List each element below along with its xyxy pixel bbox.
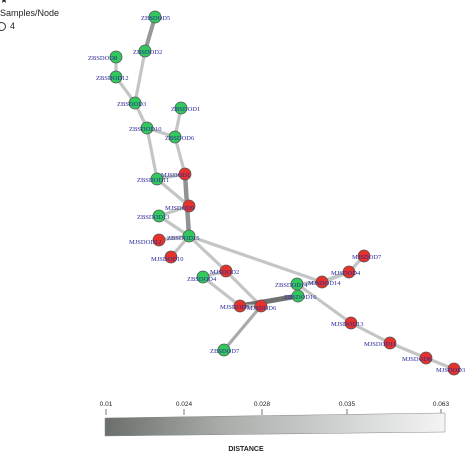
node-zbsdd4[interactable] bbox=[196, 270, 210, 284]
legend-title: Samples/Node bbox=[0, 8, 60, 18]
node-label-zbsdd3: ZBSDOD3 bbox=[117, 101, 146, 108]
edge-mjsdd2-mjsdd6 bbox=[224, 269, 263, 308]
node-zbsdd10[interactable] bbox=[140, 121, 154, 135]
node-label-zbsdd6: ZBSDOD6 bbox=[165, 135, 195, 142]
node-zbsdd7[interactable] bbox=[217, 343, 231, 357]
node-label-zbsdd14: ZBSDOD14 bbox=[275, 282, 308, 289]
node-label-mjsdd12: MJSDOD12 bbox=[129, 239, 162, 246]
size-legend: ★ Samples/Node 4 bbox=[0, 0, 59, 33]
distance-axis-label: DISTANCE bbox=[228, 446, 264, 453]
node-zbsdd2[interactable] bbox=[138, 44, 152, 58]
node-label-mjsdd1: MJSDOD1 bbox=[161, 172, 190, 179]
node-zbsdd13[interactable] bbox=[152, 209, 166, 223]
node-mjsdd13[interactable] bbox=[344, 316, 358, 330]
node-zbsdd5[interactable] bbox=[148, 10, 162, 24]
node-mjsdd3[interactable] bbox=[447, 362, 461, 376]
edge-mjsdd5-zbsdd16 bbox=[237, 293, 301, 309]
node-mjsdd8[interactable] bbox=[419, 351, 433, 365]
edge-zbsdd15-mjsdd2 bbox=[187, 234, 228, 273]
node-label-mjsdd11: MJSDOD11 bbox=[364, 341, 396, 348]
node-mjsdd7[interactable] bbox=[357, 249, 371, 263]
node-zbsdd1[interactable] bbox=[174, 101, 188, 115]
node-label-zbsdd10: ZBSDOD10 bbox=[129, 126, 162, 133]
node-label-zbsdd5: ZBSDOD5 bbox=[141, 15, 170, 22]
node-label-zbsdd11: ZBSDOD11 bbox=[137, 177, 169, 184]
node-label-mjsdd10: MJSDOD10 bbox=[151, 256, 184, 263]
star-icon: ★ bbox=[0, 0, 9, 5]
labels-layer: ZBSDOD5 ZBSDOD2 ZBSDOD8 ZBSDOD12 ZBSDOD3 ZBSD… bbox=[88, 15, 465, 374]
legend-size-row: 4 bbox=[0, 20, 59, 33]
scale-tick-label: 0.035 bbox=[339, 401, 356, 408]
node-label-zbsdd1: ZBSDOD1 bbox=[171, 106, 200, 113]
node-label-mjsdd6: MJSDOD6 bbox=[247, 305, 277, 312]
node-mjsdd1[interactable] bbox=[178, 167, 192, 181]
scale-tick-label: 0.028 bbox=[254, 401, 271, 408]
legend-star-row: ★ bbox=[0, 0, 59, 7]
node-mjsdd2[interactable] bbox=[219, 264, 233, 278]
edge-zbsdd10-zbsdd11 bbox=[145, 126, 159, 181]
node-zbsdd8[interactable] bbox=[109, 50, 123, 64]
node-label-mjsdd9: MJSDOD9 bbox=[165, 205, 194, 212]
node-label-zbsdd15: ZBSDOD15 bbox=[167, 235, 200, 242]
scale-tick-label: 0.01 bbox=[100, 401, 113, 408]
scale-ticks: 0.01 0.024 0.028 0.035 0.063 bbox=[100, 401, 450, 415]
node-size-circle-icon bbox=[0, 22, 6, 32]
node-mjsdd12[interactable] bbox=[152, 233, 166, 247]
node-mjsdd9[interactable] bbox=[182, 199, 196, 213]
edge-zbsdd15-mjsdd14 bbox=[187, 234, 324, 284]
edge-mjsdd6-zbsdd7 bbox=[222, 304, 263, 352]
edge-zbsdd4-mjsdd5 bbox=[201, 275, 242, 308]
node-label-mjsdd5: MJSDOD5 bbox=[220, 304, 249, 311]
node-label-mjsdd2: MJSDOD2 bbox=[210, 269, 239, 276]
node-label-mjsdd14: MJSDOD14 bbox=[308, 280, 341, 287]
edge-mjsdd13-mjsdd11 bbox=[349, 321, 392, 345]
node-label-mjsdd8: MJSDOD8 bbox=[402, 356, 431, 363]
node-label-mjsdd13: MJSDOD13 bbox=[331, 321, 364, 328]
node-mjsdd6[interactable] bbox=[254, 299, 268, 313]
node-mjsdd14[interactable] bbox=[315, 275, 329, 289]
edge-zbsdd11-mjsdd9 bbox=[155, 177, 191, 208]
scale-tick-label: 0.063 bbox=[433, 401, 450, 408]
distance-gradient-bar bbox=[104, 412, 446, 437]
node-zbsdd3[interactable] bbox=[128, 96, 142, 110]
node-mjsdd4[interactable] bbox=[342, 265, 356, 279]
node-label-zbsdd4: ZBSDOD4 bbox=[187, 276, 217, 283]
node-zbsdd11[interactable] bbox=[150, 172, 164, 186]
node-label-zbsdd2: ZBSDOD2 bbox=[133, 49, 162, 56]
edge-zbsdd14-mjsdd13 bbox=[295, 282, 353, 325]
scale-tick-label: 0.024 bbox=[176, 401, 193, 408]
node-mjsdd11[interactable] bbox=[383, 336, 397, 350]
node-label-mjsdd4: MJSDOD4 bbox=[331, 270, 361, 277]
node-label-zbsdd16: ZBSDOD16 bbox=[284, 294, 317, 301]
node-label-zbsdd8: ZBSDOD8 bbox=[88, 55, 117, 62]
node-zbsdd12[interactable] bbox=[109, 70, 123, 84]
network-diagram: ZBSDOD5 ZBSDOD2 ZBSDOD8 ZBSDOD12 ZBSDOD3 ZBSD… bbox=[88, 10, 465, 376]
node-label-mjsdd7: MJSDOD7 bbox=[352, 254, 382, 261]
legend-size-value: 4 bbox=[10, 21, 16, 31]
node-label-zbsdd7: ZBSDOD7 bbox=[210, 348, 240, 355]
node-zbsdd15[interactable] bbox=[182, 229, 196, 243]
node-label-mjsdd3: MJSDOD3 bbox=[436, 367, 465, 374]
node-label-zbsdd13: ZBSDOD13 bbox=[137, 214, 170, 221]
node-zbsdd16[interactable] bbox=[291, 289, 305, 303]
edge-zbsdd2-zbsdd3 bbox=[133, 49, 147, 105]
edge-mjsdd11-mjsdd8 bbox=[388, 341, 428, 360]
nodes-layer bbox=[109, 10, 461, 376]
node-mjsdd10[interactable] bbox=[164, 250, 178, 264]
node-label-zbsdd12: ZBSDOD12 bbox=[96, 75, 129, 82]
node-zbsdd6[interactable] bbox=[168, 130, 182, 144]
node-mjsdd5[interactable] bbox=[233, 299, 247, 313]
